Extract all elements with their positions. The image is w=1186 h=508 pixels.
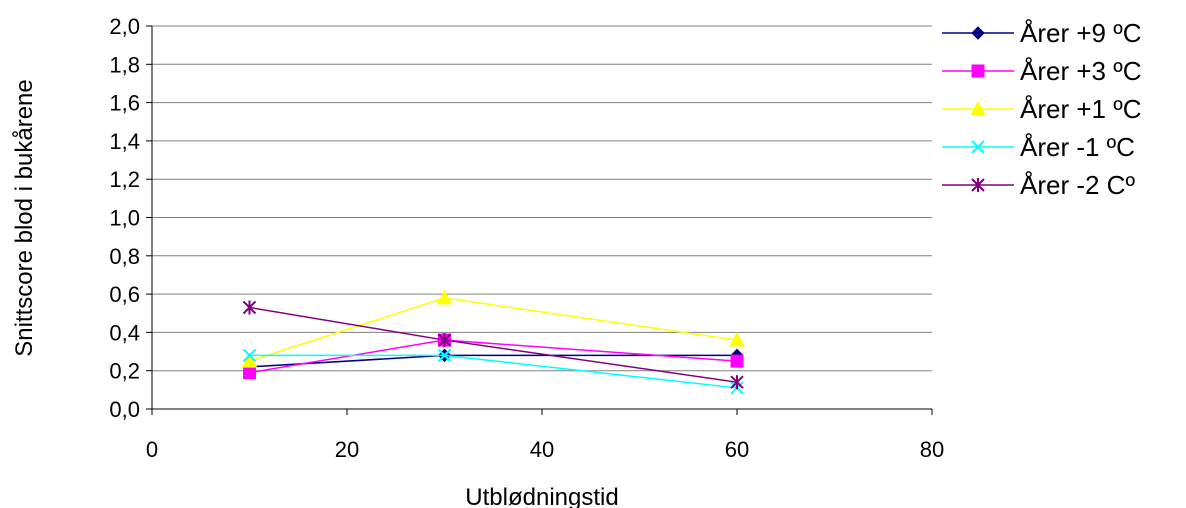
legend: Årer +9 ºC Årer +3 ºC Årer +1 ºC Årer -1 ºC… [942,18,1141,200]
series-group [241,289,745,395]
data-point [437,333,452,348]
x-tick-label: 80 [920,437,944,462]
legend-label: Årer -1 ºC [1020,132,1135,162]
data-point [241,353,258,368]
y-tick-label: 1,6 [109,91,140,116]
y-tick-label: 0,4 [109,320,140,345]
series-line [249,297,738,362]
data-point [436,289,453,305]
legend-marker [971,140,985,154]
axes [146,25,933,415]
y-tick-labels: 0,0 0,2 0,4 0,6 0,8 1,0 1,2 1,4 1,6 1,8 2,0 [109,14,140,422]
y-tick-label: 0,6 [109,282,140,307]
x-tick-label: 20 [335,437,359,462]
legend-label: Årer +1 ºC [1020,94,1141,124]
legend-marker [971,26,985,40]
gridlines [152,25,932,372]
y-tick-label: 1,4 [109,129,140,154]
x-tick-label: 60 [725,437,749,462]
x-tick-label: 0 [146,437,158,462]
data-point [730,354,744,368]
legend-item: Årer +9 ºC [942,18,1141,48]
data-point [242,348,257,363]
legend-item: Årer -2 Cº [942,170,1135,200]
data-point [243,366,256,380]
data-point [437,348,452,363]
y-tick-label: 1,2 [109,167,140,192]
legend-item: Årer -1 ºC [942,132,1135,162]
y-tick-label: 0,0 [109,397,140,422]
legend-label: Årer -2 Cº [1020,170,1135,200]
y-tick-label: 1,8 [109,52,140,77]
series-5 [242,300,744,390]
data-point [729,332,745,347]
legend-label: Årer +9 ºC [1020,18,1141,48]
y-tick-label: 0,2 [109,359,140,384]
legend-label: Årer +3 ºC [1020,56,1141,86]
legend-marker [970,100,986,116]
legend-marker [971,64,985,78]
x-tick-label: 40 [530,437,554,462]
y-tick-label: 1,0 [109,206,140,231]
x-axis-label: Utblødningstid [465,484,618,508]
series-3 [241,289,745,368]
legend-item: Årer +1 ºC [942,94,1141,124]
legend-marker [971,178,985,192]
y-tick-label: 2,0 [109,14,140,39]
legend-item: Årer +3 ºC [942,56,1141,86]
x-tick-labels: 0 20 40 60 80 [146,437,944,462]
y-axis-label: Snittscore blod i bukårene [11,79,38,357]
series-line [249,339,738,374]
y-tick-label: 0,8 [109,244,140,269]
data-point [730,375,744,390]
data-point [242,300,257,315]
